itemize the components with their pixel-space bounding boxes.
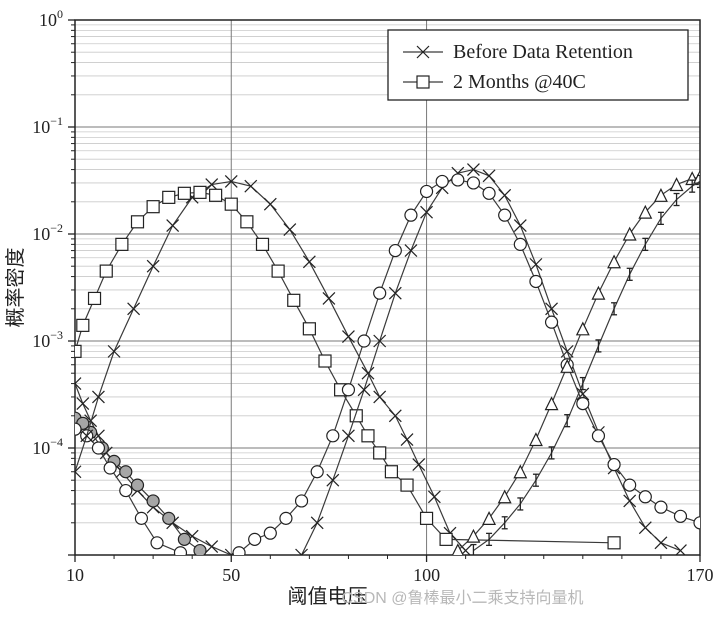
legend-label: 2 Months @40C — [453, 71, 586, 93]
watermark: CSDN @鲁棒最小二乘支持向量机 — [341, 589, 583, 607]
probability-density-chart: 105010017010−410−310−210−1100概率密度阈值电压CSD… — [0, 0, 721, 617]
x-tick-label: 170 — [687, 565, 714, 585]
chart-container: 105010017010−410−310−210−1100概率密度阈值电压CSD… — [0, 0, 721, 617]
x-tick-label: 10 — [66, 565, 84, 585]
y-axis-label: 概率密度 — [4, 248, 27, 328]
x-tick-label: 100 — [413, 565, 440, 585]
x-tick-label: 50 — [222, 565, 240, 585]
legend-label: Before Data Retention — [453, 41, 633, 63]
